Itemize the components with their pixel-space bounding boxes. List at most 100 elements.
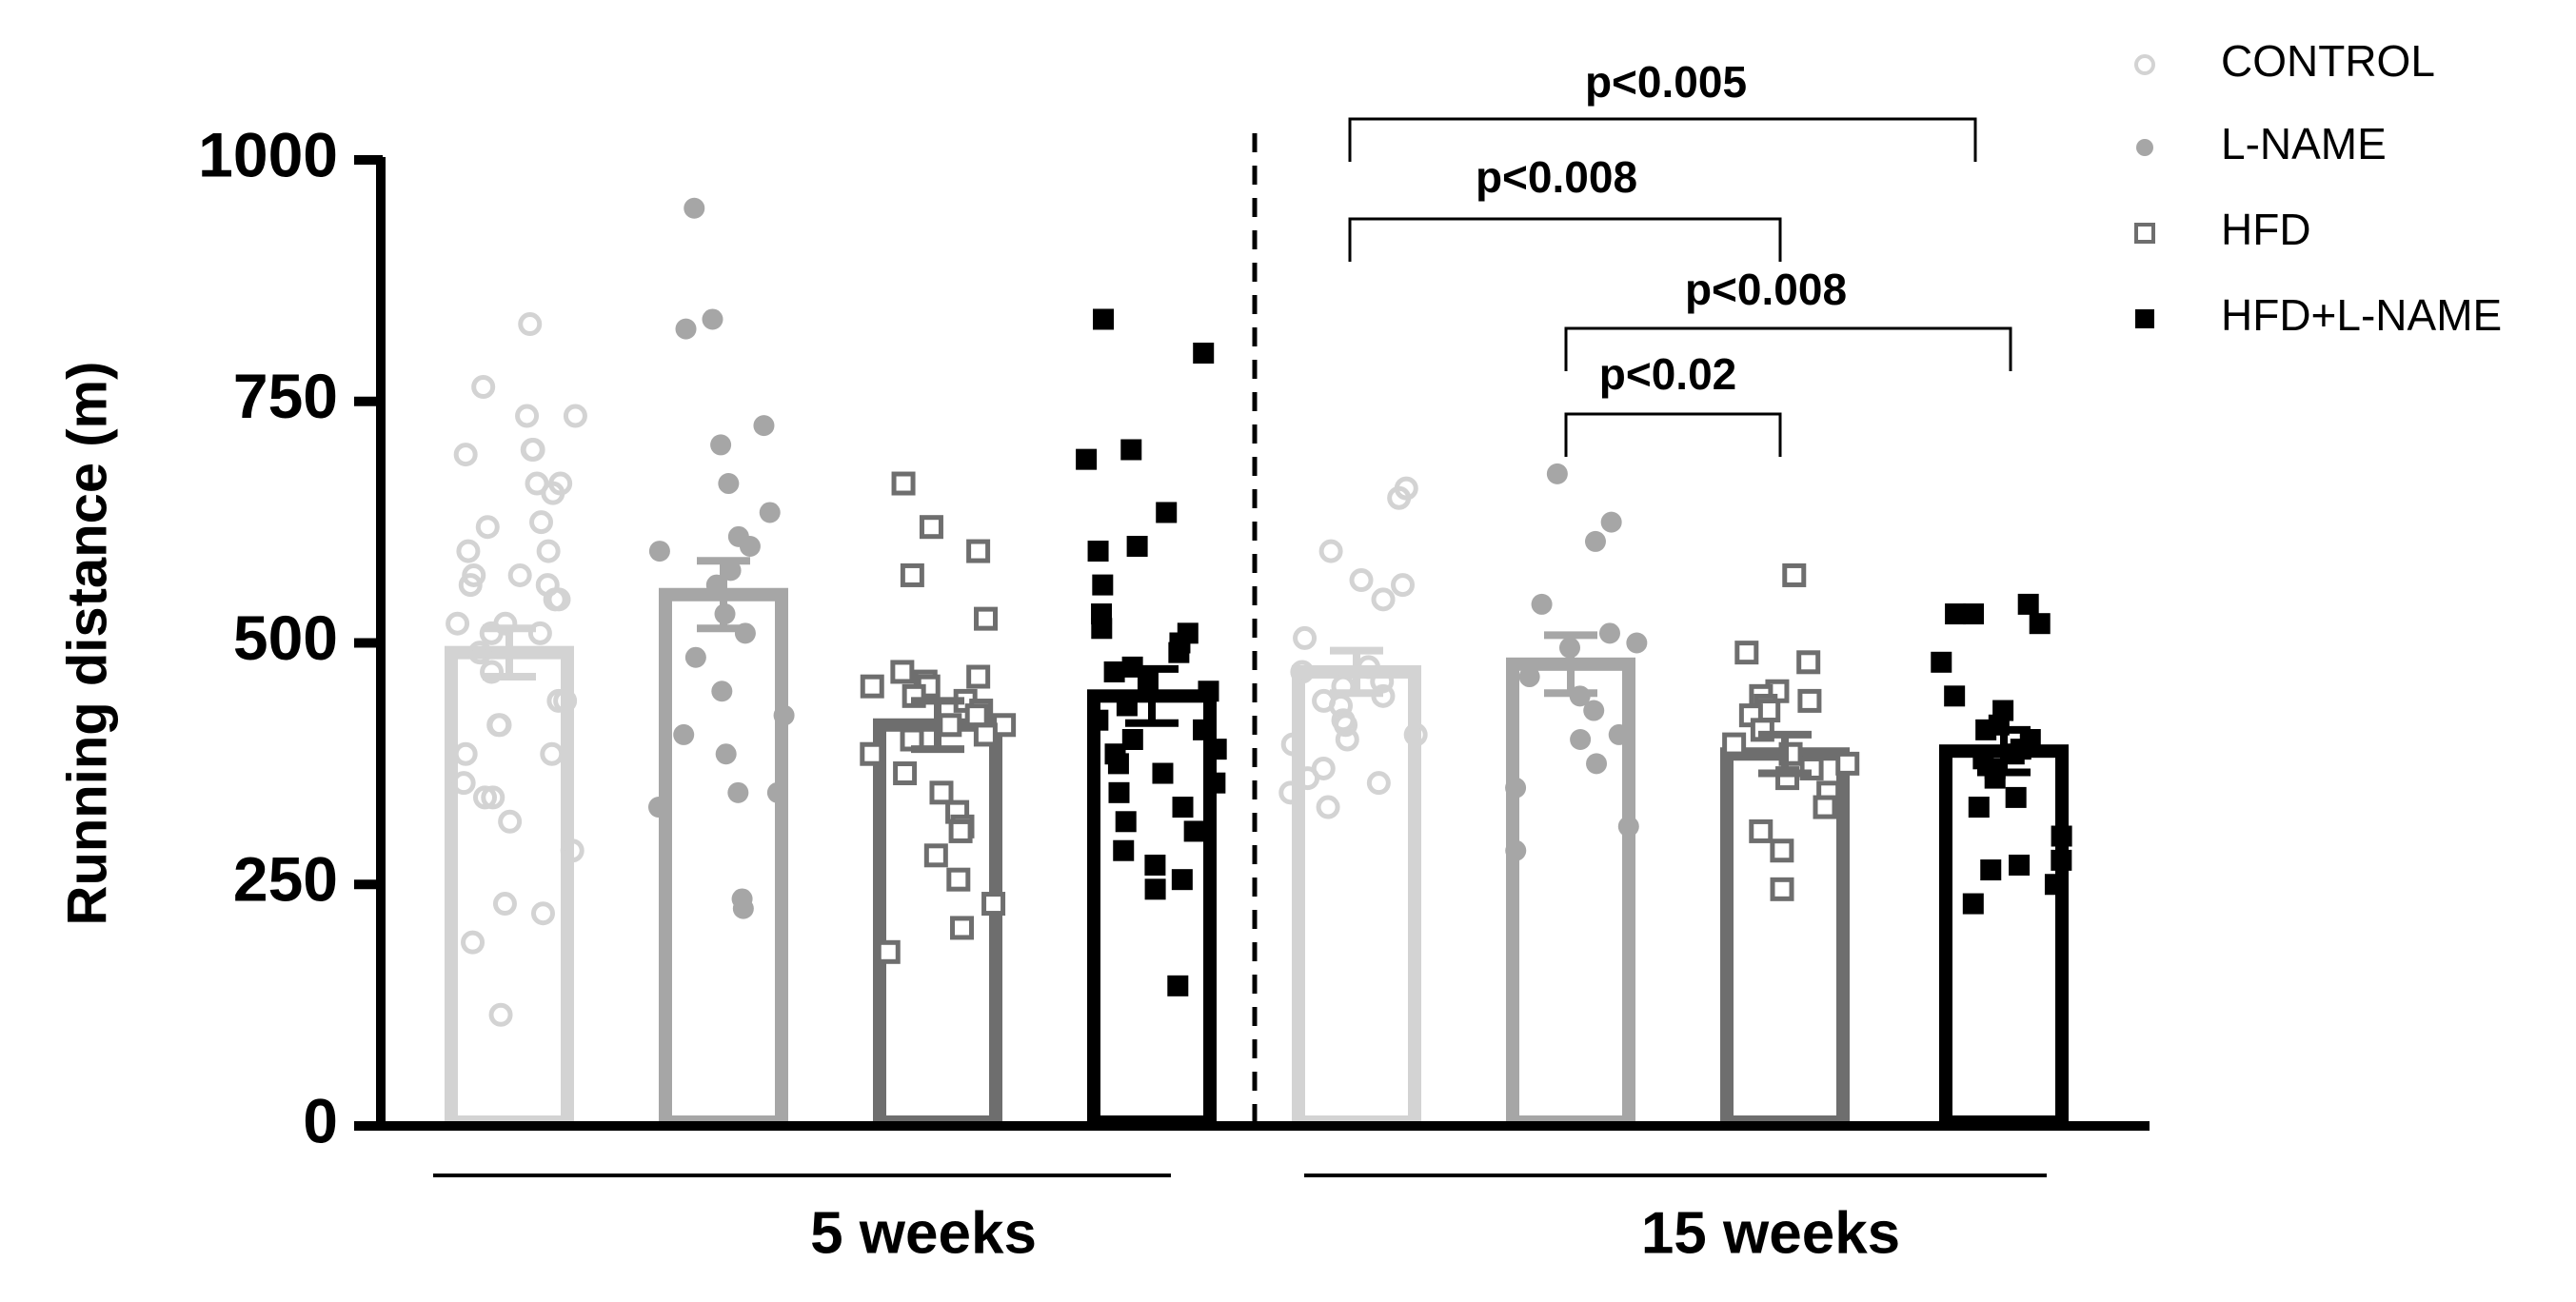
point-control-5-weeks-35 (481, 785, 505, 810)
y-axis-label: Running distance (m) (56, 362, 118, 926)
point-hfd-l-name-5-weeks-6 (1126, 536, 1148, 557)
point-hfd-5-weeks-16 (938, 713, 962, 738)
point-hfd-l-name-5-weeks-18 (1116, 695, 1138, 717)
group-label-15-weeks: 15 weeks (1641, 1200, 1900, 1266)
point-hfd-15-weeks-2 (1734, 641, 1759, 665)
point-hfd-15-weeks-6 (1797, 688, 1822, 713)
point-control-5-weeks-2 (471, 375, 496, 400)
point-hfd-5-weeks-20 (893, 761, 918, 786)
point-hfd-5-weeks-2 (919, 515, 943, 540)
point-hfd-l-name-5-weeks-24 (1107, 753, 1129, 775)
point-control-5-weeks-33 (451, 771, 476, 796)
sig-label-4: p<0.02 (1599, 349, 1737, 399)
point-control-5-weeks-6 (520, 438, 545, 462)
point-hfd-l-name-15-weeks-4 (2029, 613, 2051, 635)
y-tick-label-750: 750 (233, 361, 338, 431)
point-l-name-15-weeks-15 (1617, 816, 1639, 838)
point-hfd-l-name-15-weeks-5 (1931, 651, 1952, 673)
point-hfd-l-name-5-weeks-27 (1108, 781, 1130, 803)
point-hfd-5-weeks-21 (929, 780, 954, 805)
point-l-name-15-weeks-6 (1626, 632, 1648, 654)
point-hfd-15-weeks-13 (1835, 751, 1860, 776)
error-bar-hfd-15-weeks (1758, 730, 1812, 778)
y-ticks: 0 250 500 750 1000 (198, 119, 383, 1155)
point-control-15-weeks-16 (1334, 713, 1358, 738)
point-l-name-5-weeks-5 (710, 434, 732, 456)
point-l-name-5-weeks-15 (684, 646, 706, 668)
point-control-5-weeks-39 (530, 901, 555, 926)
legend-label-l-name: L-NAME (2221, 119, 2387, 168)
point-l-name-5-weeks-17 (773, 704, 795, 726)
y-tick-label-1000: 1000 (198, 119, 338, 189)
point-l-name-5-weeks-18 (673, 723, 695, 745)
point-control-5-weeks-31 (540, 741, 565, 766)
point-l-name-5-weeks-9 (739, 536, 761, 557)
point-hfd-l-name-5-weeks-29 (1115, 811, 1137, 833)
group-labels: 5 weeks 15 weeks (433, 1174, 2047, 1266)
point-hfd-l-name-5-weeks-28 (1172, 797, 1194, 819)
point-hfd-5-weeks-29 (876, 939, 901, 964)
point-hfd-l-name-5-weeks-21 (1121, 729, 1143, 750)
point-hfd-l-name-5-weeks-17 (1198, 681, 1219, 702)
sig-label-3: p<0.008 (1685, 265, 1847, 314)
error-bar-hfd-l-name-5-weeks (1125, 664, 1179, 727)
point-hfd-l-name-5-weeks-4 (1076, 448, 1098, 470)
point-hfd-l-name-5-weeks-22 (1205, 739, 1227, 760)
point-control-5-weeks-41 (488, 1002, 513, 1027)
legend-marker-hfd (2134, 223, 2155, 244)
point-hfd-l-name-15-weeks-19 (2051, 849, 2072, 871)
legend: CONTROL L-NAME HFD HFD+L-NAME (2134, 36, 2502, 340)
point-hfd-l-name-15-weeks-21 (1980, 859, 2002, 881)
point-hfd-l-name-5-weeks-3 (1120, 439, 1142, 461)
error-bar-hfd-5-weeks (911, 697, 964, 754)
point-control-5-weeks-28 (546, 688, 571, 713)
point-control-5-weeks-14 (456, 539, 481, 563)
sig-bracket-2 (1348, 217, 1782, 262)
point-hfd-l-name-15-weeks-22 (2044, 874, 2066, 896)
point-control-5-weeks-36 (498, 809, 523, 834)
point-l-name-5-weeks-6 (718, 473, 740, 495)
error-bar-control-5-weeks (483, 624, 536, 681)
point-control-5-weeks-40 (461, 930, 485, 955)
point-hfd-15-weeks-11 (1722, 732, 1747, 757)
point-control-5-weeks-11 (529, 510, 554, 535)
point-control-15-weeks-22 (1366, 771, 1391, 796)
group-label-5-weeks: 5 weeks (810, 1200, 1037, 1266)
point-hfd-5-weeks-5 (974, 606, 999, 631)
point-hfd-l-name-5-weeks-32 (1144, 854, 1166, 876)
sig-label-2: p<0.008 (1476, 152, 1637, 202)
point-hfd-l-name-15-weeks-18 (2051, 825, 2072, 847)
point-control-15-weeks-23 (1278, 780, 1303, 805)
point-hfd-l-name-5-weeks-31 (1113, 839, 1135, 861)
bar-hfd-l-name-15-weeks (1939, 744, 2069, 1129)
point-hfd-5-weeks-7 (966, 664, 991, 689)
point-l-name-15-weeks-12 (1570, 729, 1592, 750)
point-control-15-weeks-17 (1403, 722, 1428, 747)
point-control-5-weeks-10 (541, 481, 565, 505)
point-hfd-l-name-5-weeks-33 (1171, 869, 1193, 891)
point-control-5-weeks-4 (563, 404, 587, 428)
point-control-15-weeks-24 (1316, 795, 1340, 819)
point-hfd-5-weeks-28 (950, 916, 975, 940)
point-l-name-5-weeks-4 (753, 415, 775, 437)
y-tick-label-0: 0 (303, 1085, 338, 1155)
point-hfd-5-weeks-6 (890, 660, 915, 684)
point-hfd-5-weeks-3 (966, 539, 991, 563)
point-hfd-5-weeks-24 (948, 819, 973, 843)
point-control-5-weeks-34 (473, 785, 498, 810)
point-hfd-15-weeks-1 (1782, 562, 1807, 587)
legend-label-control: CONTROL (2221, 36, 2435, 86)
point-control-15-weeks-21 (1296, 766, 1320, 791)
sig-label-1: p<0.005 (1585, 57, 1747, 107)
bar-l-name-15-weeks (1506, 657, 1635, 1130)
point-hfd-l-name-15-weeks-12 (2003, 743, 2025, 765)
point-control-5-weeks-1 (518, 312, 543, 337)
point-l-name-15-weeks-11 (1608, 723, 1630, 745)
point-hfd-l-name-15-weeks-6 (1944, 685, 1966, 707)
legend-marker-control (2134, 54, 2155, 75)
point-control-5-weeks-32 (453, 741, 478, 766)
point-hfd-l-name-5-weeks-26 (1204, 772, 1226, 794)
error-bars-layer (483, 557, 2031, 778)
point-l-name-5-weeks-20 (766, 781, 788, 803)
